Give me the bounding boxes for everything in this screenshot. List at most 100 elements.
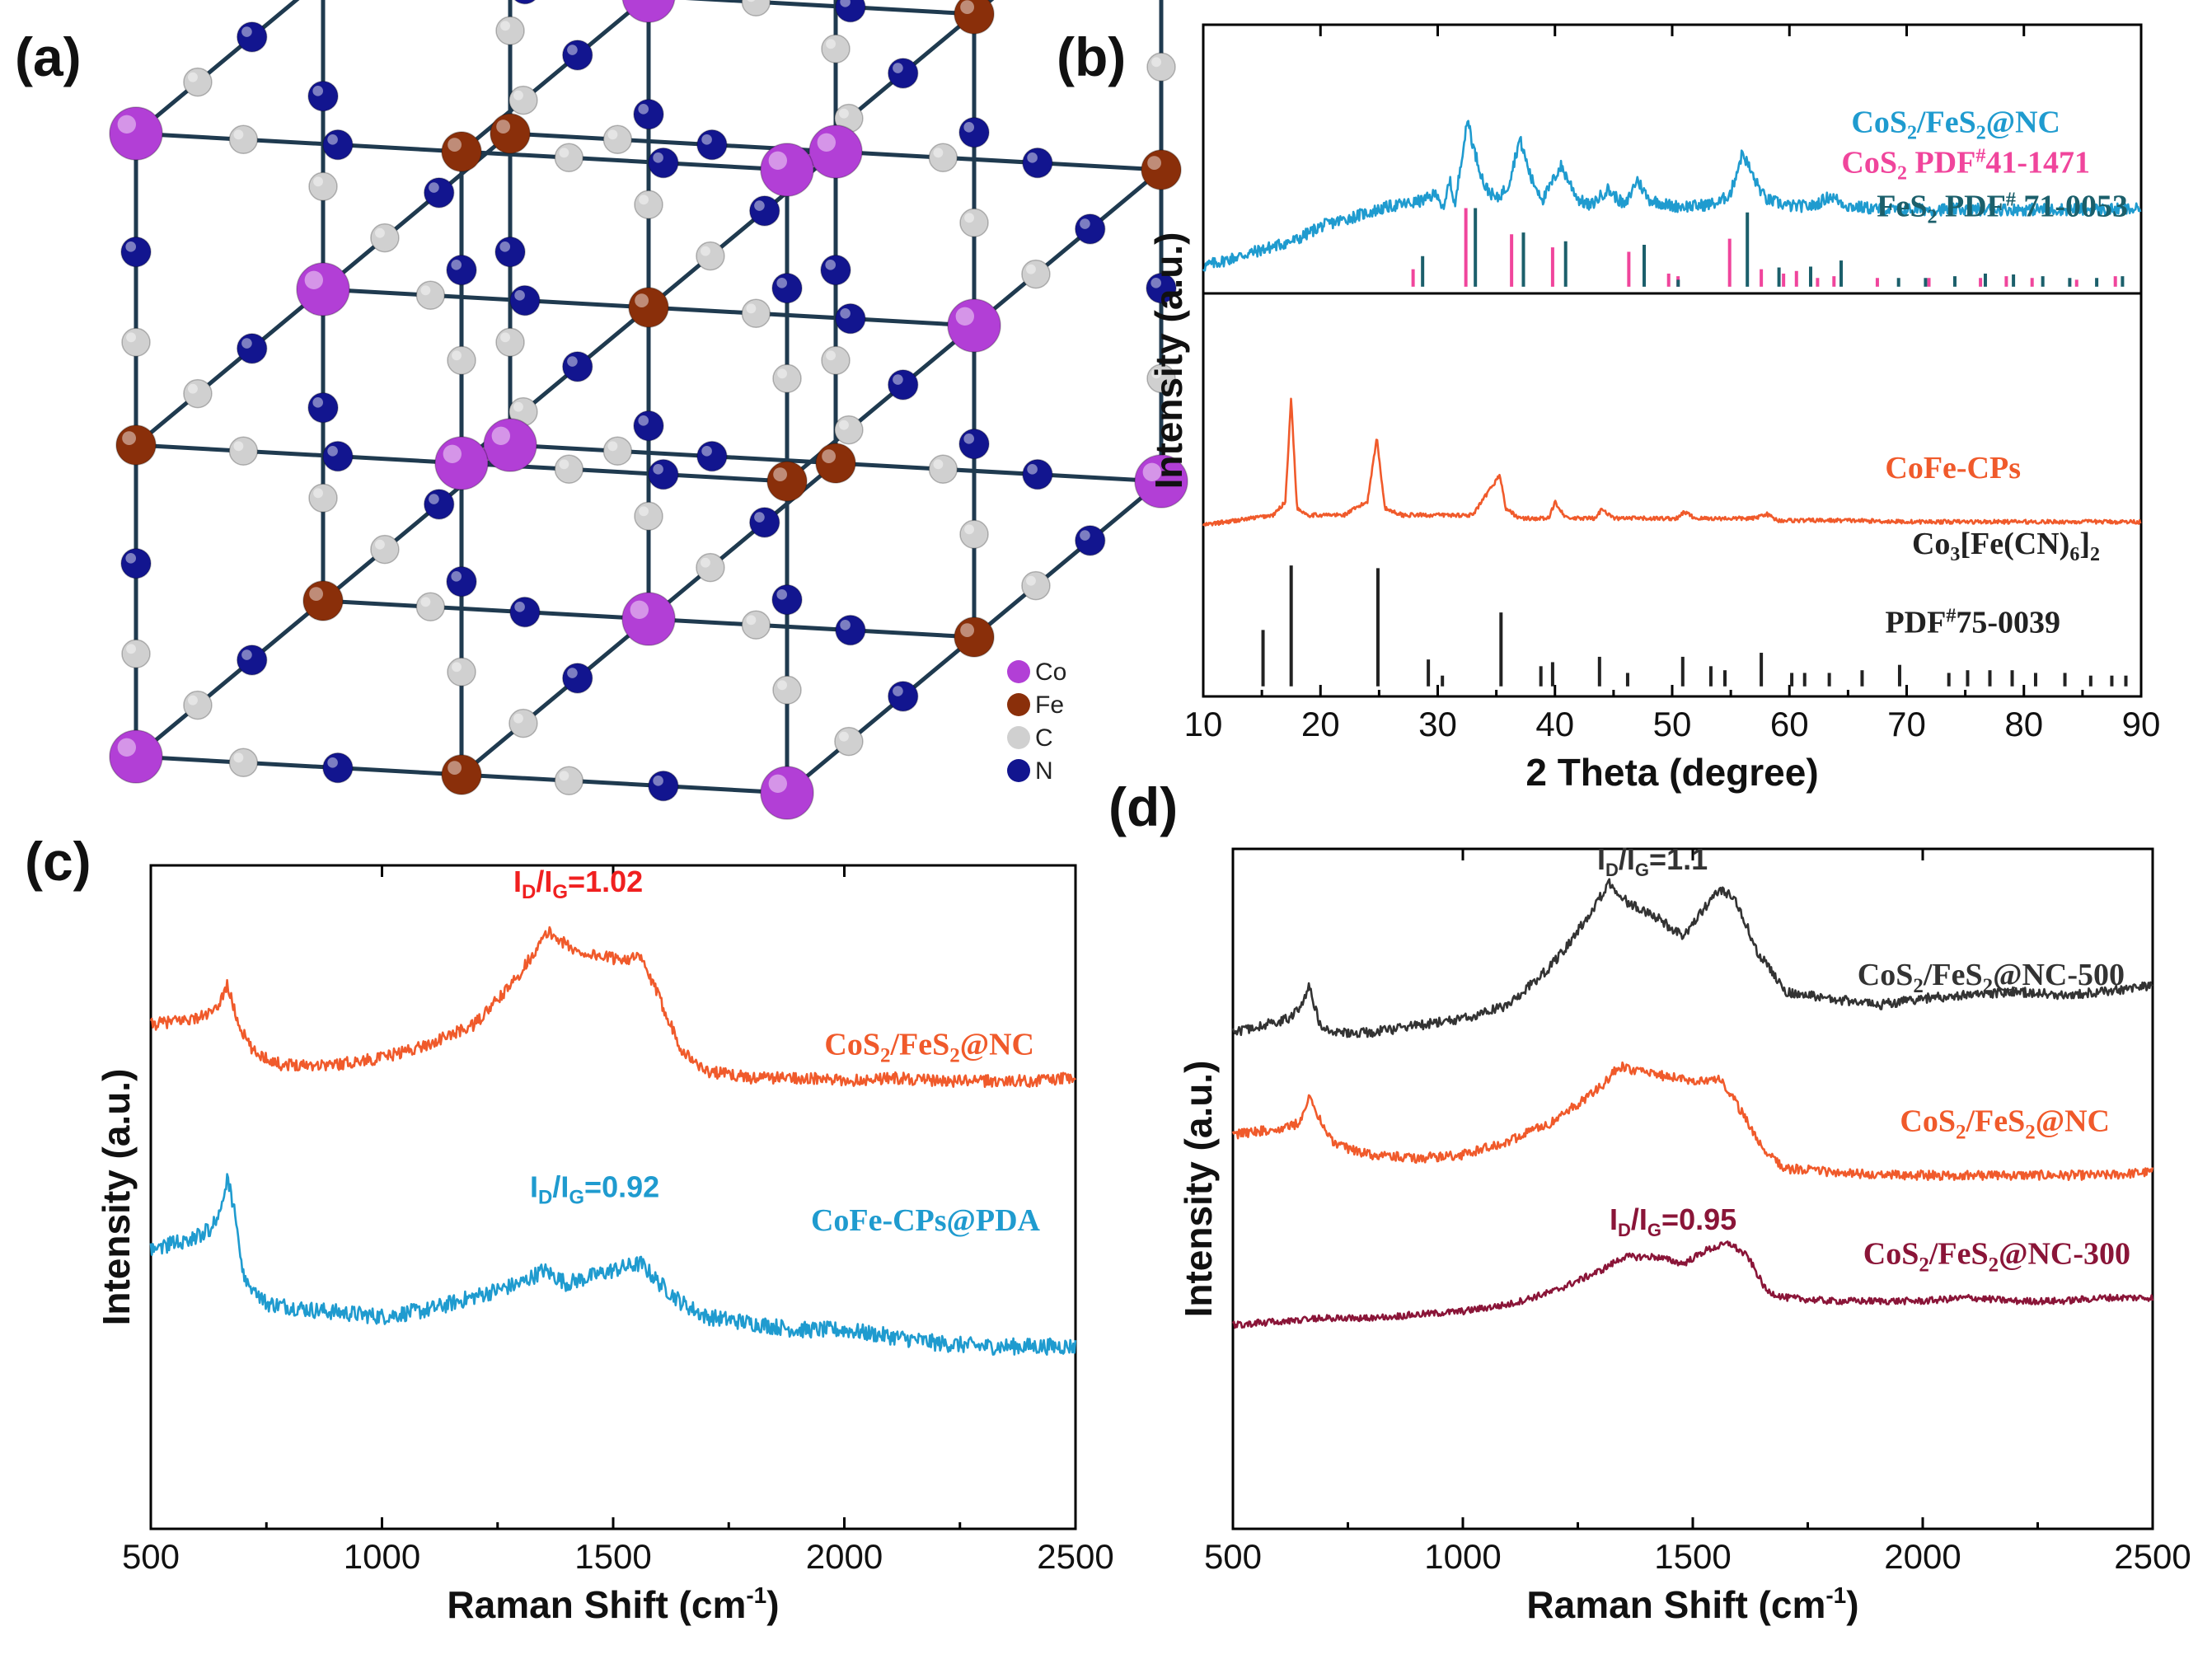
legend-ball-fe [1007,693,1030,716]
atom-highlight [639,195,649,205]
series-line-cos2-fes2-nc-300 [1231,1240,2154,1329]
atom-highlight [443,444,462,463]
atom-highlight [653,464,663,475]
atom-n [513,0,537,5]
series-label-cofe-cps: CoFe-CPs [1885,451,2021,485]
atom-c [928,454,958,485]
atom-n [648,458,679,490]
atom-highlight [630,600,649,619]
x-tick-label: 20 [1301,705,1340,743]
legend-label-co: Co [1035,659,1066,686]
atom-c [1146,52,1176,82]
atom-highlight [567,45,578,55]
series-line-cos2-fes2-nc [149,926,1076,1088]
atom-highlight [122,431,137,445]
atom-highlight [312,86,324,96]
atom-highlight [955,307,975,326]
atom-highlight [375,227,385,238]
atom-c [634,190,663,220]
x-tick-label: 2500 [1037,1537,1113,1576]
atom-co [1134,454,1188,509]
atom-c [447,657,476,687]
atom-c [415,592,446,622]
atom-highlight [125,241,136,252]
x-tick-label: 1500 [574,1537,651,1576]
legend-label-n: N [1035,757,1053,785]
atom-n [835,0,866,23]
atom-c [959,519,989,550]
atom-n [446,254,477,286]
atom-fe [766,461,808,502]
atom-highlight [776,589,787,600]
atom-highlight [768,774,787,793]
panel-d-raman-chart: (d) 500 1000 1500 2000 2500 Raman Shift (cm-1… [1108,776,2191,1626]
atom-c [370,223,400,253]
atom-highlight [754,512,765,523]
atom-highlight [933,459,944,470]
atom-n [236,333,268,364]
atom-highlight [607,441,618,452]
x-tick-label: 500 [1204,1537,1262,1576]
atom-highlight [777,368,787,379]
atom-highlight [1026,575,1036,586]
atom-highlight [960,0,974,14]
atom-highlight [500,332,510,343]
atom-highlight [559,148,569,158]
atom-co [621,0,676,23]
atom-n [820,254,851,286]
atom-highlight [893,686,903,696]
atom-highlight [327,446,338,457]
atom-fe [954,0,995,35]
atom-co [808,124,863,179]
atom-highlight [963,434,974,444]
atom-c [741,298,771,329]
series-line-cos2-fes2-nc-500 [1231,878,2153,1038]
atom-n [1022,458,1053,490]
panel-d-label: (d) [1108,776,1178,837]
atom-c [696,552,725,583]
atom-n [423,177,455,209]
atom-c [370,534,400,565]
ratio-label-nc-500: ID​/IG​=1.1 [1597,842,1708,880]
reference-label-cos2: CoS2​ PDF#​41-1471 [1841,145,2090,184]
atom-n [561,351,593,382]
atom-c [741,610,771,640]
atom-c [1146,363,1176,394]
x-tick-label: 10 [1184,705,1223,743]
atom-highlight [312,397,324,408]
atom-highlight [607,129,618,140]
atom-n [887,369,919,401]
atom-highlight [188,72,198,82]
atom-c [228,748,259,778]
atom-highlight [701,134,712,145]
atom-highlight [839,108,849,119]
atom-fe [490,113,531,154]
atom-c [183,67,213,97]
atom-n [322,752,354,784]
atom-highlight [1080,218,1090,229]
atom-fe [115,424,157,466]
atom-n [1146,272,1177,304]
atom-highlight [893,63,903,73]
atom-highlight [746,615,757,626]
atom-c [228,124,259,155]
atom-n [648,147,679,179]
atom-n [120,236,152,268]
legend-ball-c [1007,726,1030,749]
atom-highlight [513,401,523,412]
atom-highlight [840,308,851,319]
atom-highlight [768,151,787,170]
atom-fe [441,754,482,795]
series-label-cos2-fes2-nc: CoS2​/FeS2​@NC [824,1027,1034,1066]
atom-highlight [125,553,136,564]
atom-n [307,391,339,424]
atom-highlight [559,459,569,470]
atom-c [228,436,259,466]
reference-label-fes2: FeS2​ PDF#​ 71-0053 [1877,189,2128,227]
atom-fe [815,443,856,484]
atom-highlight [452,350,462,361]
atom-c [308,483,338,513]
atom-c [121,327,151,358]
atom-n [835,614,866,646]
atom-highlight [839,420,849,430]
